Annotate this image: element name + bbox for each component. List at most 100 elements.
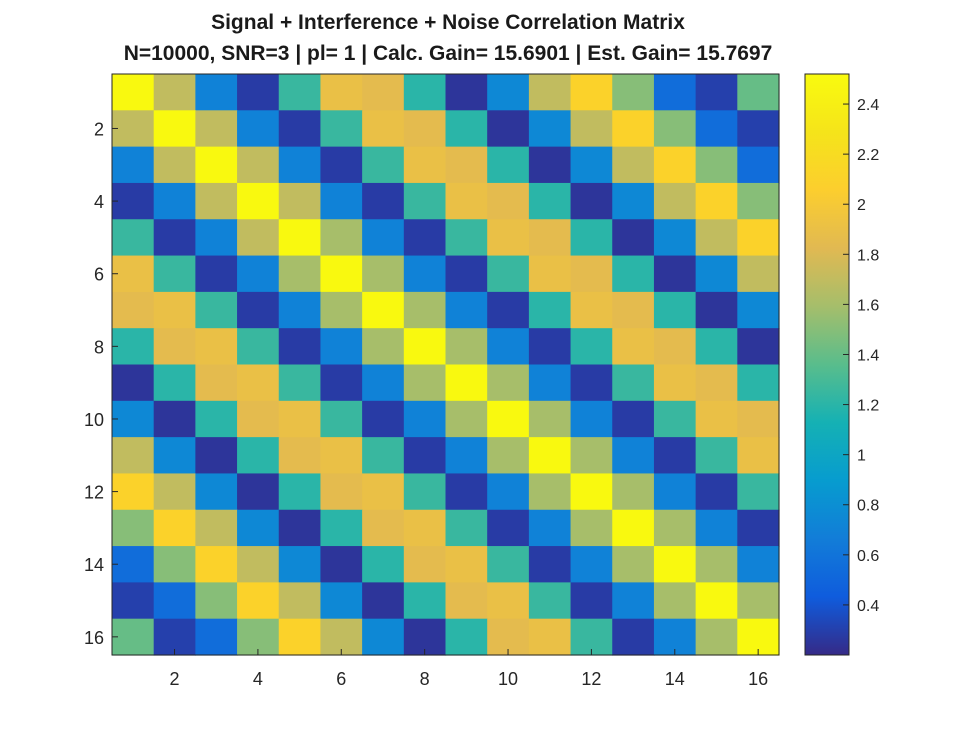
heatmap-cell xyxy=(570,328,613,366)
heatmap-cell xyxy=(362,74,405,111)
heatmap-cell xyxy=(112,582,155,620)
heatmap-cell xyxy=(528,110,572,148)
heatmap-cell xyxy=(570,400,613,438)
heatmap-cell xyxy=(695,255,738,293)
heatmap-cell xyxy=(487,182,530,220)
heatmap-cell xyxy=(695,219,738,257)
heatmap-cell xyxy=(278,328,322,366)
x-tick-label: 6 xyxy=(336,669,346,689)
heatmap-cell xyxy=(737,364,780,402)
heatmap-cell xyxy=(612,328,655,366)
heatmap-cell xyxy=(403,182,447,220)
heatmap-cell xyxy=(653,182,697,220)
heatmap-cell xyxy=(237,546,280,583)
heatmap-cell xyxy=(653,473,697,511)
heatmap-cell xyxy=(653,437,697,475)
chart-title: Signal + Interference + Noise Correlatio… xyxy=(211,11,685,34)
colorbar-tick-label: 2 xyxy=(857,197,866,214)
heatmap-cell xyxy=(237,437,280,475)
colorbar-tick-label: 2.4 xyxy=(857,97,879,114)
heatmap-cell xyxy=(403,509,447,547)
heatmap-cell xyxy=(112,618,155,656)
heatmap-cell xyxy=(112,146,155,184)
heatmap-cell xyxy=(403,146,447,184)
heatmap-cell xyxy=(737,219,780,257)
heatmap-cell xyxy=(445,509,488,547)
y-tick-label: 2 xyxy=(94,119,104,139)
heatmap-cell xyxy=(278,110,322,148)
heatmap-cell xyxy=(195,146,238,184)
heatmap-cell xyxy=(403,219,447,257)
heatmap-cell xyxy=(278,400,322,438)
heatmap-cell xyxy=(362,219,405,257)
x-tick-label: 16 xyxy=(748,669,768,689)
heatmap-cell xyxy=(362,400,405,438)
heatmap-cell xyxy=(320,328,363,366)
heatmap-cell xyxy=(237,255,280,293)
heatmap-cell xyxy=(653,255,697,293)
heatmap-cell xyxy=(737,328,780,366)
y-tick-label: 4 xyxy=(94,192,104,212)
y-tick-label: 14 xyxy=(84,555,104,575)
heatmap-cell xyxy=(403,473,447,511)
x-tick-label: 4 xyxy=(253,669,263,689)
heatmap-cell xyxy=(362,364,405,402)
heatmap-cell xyxy=(653,328,697,366)
heatmap-cell xyxy=(695,400,738,438)
heatmap-cell xyxy=(320,291,363,329)
x-tick-label: 10 xyxy=(498,669,518,689)
heatmap-cell xyxy=(445,146,488,184)
heatmap-cell xyxy=(320,182,363,220)
heatmap-cell xyxy=(612,400,655,438)
heatmap-cell xyxy=(487,74,530,111)
heatmap-cell xyxy=(528,546,572,583)
heatmap-cell xyxy=(153,473,196,511)
heatmap-cell xyxy=(487,255,530,293)
heatmap-cell xyxy=(528,437,572,475)
heatmap-cell xyxy=(737,509,780,547)
heatmap-cell xyxy=(112,473,155,511)
heatmap-cell xyxy=(487,400,530,438)
heatmap-cell xyxy=(487,291,530,329)
heatmap-cell xyxy=(653,219,697,257)
heatmap-cell xyxy=(528,473,572,511)
heatmap-cell xyxy=(445,255,488,293)
heatmap-cell xyxy=(278,182,322,220)
heatmap-cell xyxy=(278,437,322,475)
heatmap-cell xyxy=(237,74,280,111)
heatmap-cell xyxy=(362,291,405,329)
heatmap-cell xyxy=(445,400,488,438)
heatmap-cell xyxy=(362,618,405,656)
heatmap-cell xyxy=(528,255,572,293)
heatmap-cell xyxy=(403,364,447,402)
heatmap-cell xyxy=(362,182,405,220)
heatmap-cell xyxy=(653,291,697,329)
heatmap-cell xyxy=(487,509,530,547)
heatmap-cell xyxy=(112,219,155,257)
heatmap-cell xyxy=(362,437,405,475)
heatmap-cell xyxy=(528,400,572,438)
heatmap-cell xyxy=(403,546,447,583)
heatmap-cell xyxy=(278,146,322,184)
heatmap-cell xyxy=(695,328,738,366)
heatmap-cell xyxy=(445,364,488,402)
heatmap-cell xyxy=(487,546,530,583)
heatmap-cell xyxy=(195,110,238,148)
heatmap-cell xyxy=(112,437,155,475)
heatmap-cell xyxy=(612,364,655,402)
y-axis: 2 4 6 8 10 12 14 16 xyxy=(84,119,118,648)
heatmap-cell xyxy=(195,328,238,366)
heatmap-cell xyxy=(695,582,738,620)
heatmap-cell xyxy=(278,509,322,547)
heatmap-cell xyxy=(487,328,530,366)
heatmap-cell xyxy=(612,291,655,329)
heatmap-cell xyxy=(195,255,238,293)
heatmap-cell xyxy=(153,255,196,293)
heatmap-cell xyxy=(570,291,613,329)
heatmap-cell xyxy=(695,146,738,184)
heatmap-cell xyxy=(112,291,155,329)
heatmap-cell xyxy=(320,546,363,583)
heatmap-cell xyxy=(112,182,155,220)
heatmap-cell xyxy=(195,291,238,329)
heatmap-cell xyxy=(403,110,447,148)
